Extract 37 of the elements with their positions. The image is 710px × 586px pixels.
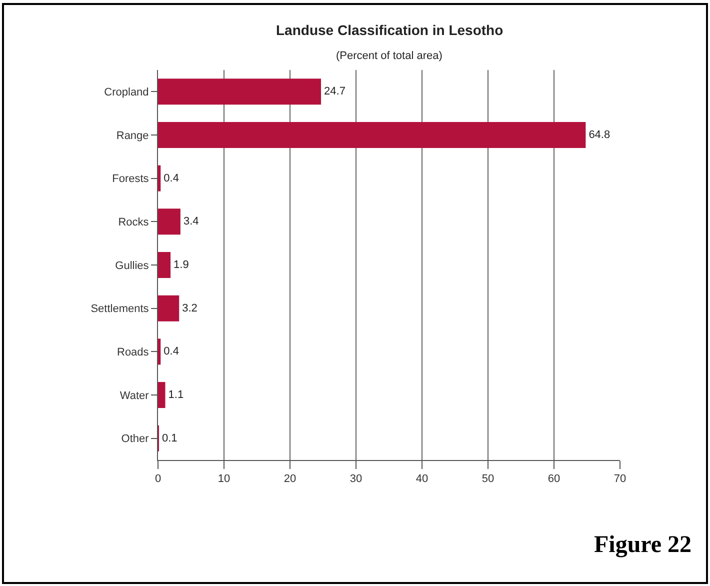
- y-tick-label: Roads: [117, 346, 150, 359]
- data-label: 1.9: [174, 259, 189, 271]
- caption: Figure 22: [594, 532, 692, 558]
- data-label: 0.4: [164, 346, 179, 358]
- data-label: 0.4: [164, 172, 179, 184]
- y-tick-label: Settlements: [90, 303, 150, 316]
- bar: [158, 252, 171, 278]
- y-tick-label: Water: [120, 390, 150, 402]
- x-tick-label: 40: [416, 473, 428, 486]
- chart-subtitle: (Percent of total area): [336, 50, 442, 62]
- bar: [158, 382, 166, 408]
- bar: [158, 208, 180, 235]
- y-tick-label: Range: [116, 130, 149, 142]
- bar: [158, 165, 161, 192]
- y-tick-label: Forests: [112, 173, 150, 186]
- y-tick-label: Gullies: [115, 260, 150, 272]
- chart-title: Landuse Classification in Lesotho: [276, 22, 504, 38]
- y-tick-label: Rocks: [118, 216, 150, 229]
- x-tick-label: 70: [614, 473, 626, 486]
- data-label: 64.8: [588, 129, 610, 141]
- x-tick-label: 20: [284, 473, 296, 486]
- data-label: 3.2: [182, 302, 198, 314]
- x-tick-label: 50: [482, 473, 494, 486]
- bar: [158, 78, 322, 105]
- x-tick-label: 0: [154, 473, 162, 486]
- x-tick-label: 60: [548, 473, 560, 486]
- x-tick-label: 10: [218, 473, 230, 486]
- data-label: 1.1: [168, 389, 184, 401]
- y-tick-label: Cropland: [104, 86, 149, 99]
- y-tick-label: Other: [121, 433, 150, 446]
- bar: [158, 338, 161, 365]
- bar: [158, 295, 180, 322]
- bar: [158, 122, 586, 148]
- x-tick-label: 30: [350, 473, 362, 486]
- data-label: 24.7: [324, 86, 346, 98]
- data-label: 3.4: [183, 216, 199, 228]
- data-label: 0.1: [162, 432, 178, 444]
